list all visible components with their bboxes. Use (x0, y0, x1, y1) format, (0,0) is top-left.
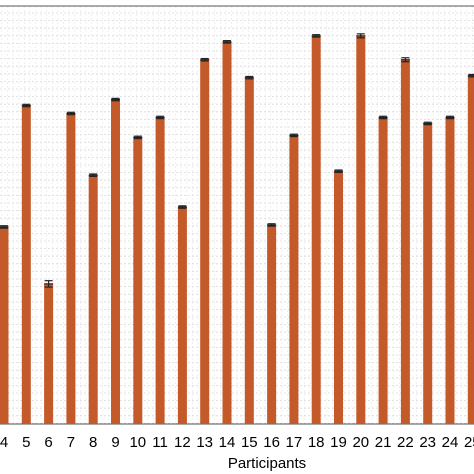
x-tick-label: 20 (352, 434, 369, 451)
x-tick-label: 21 (375, 434, 392, 451)
x-tick-label: 6 (44, 434, 52, 451)
error-bar-participant-10 (133, 135, 143, 140)
error-bar-participant-17 (289, 133, 299, 138)
error-bar-participant-19 (334, 169, 343, 174)
error-bar-participant-14 (222, 40, 232, 44)
bar-participant-7 (66, 113, 76, 424)
error-bar-participant-23 (423, 121, 433, 126)
plot-frame (0, 5, 474, 425)
x-tick-label: 15 (241, 434, 258, 451)
error-bar-participant-6 (44, 280, 54, 288)
error-bar-participant-24 (445, 115, 455, 120)
bar-participant-21 (378, 117, 388, 424)
x-tick-label: 5 (22, 434, 30, 451)
error-bar-participant-15 (244, 75, 254, 80)
bar-participant-12 (177, 207, 187, 424)
bar-participant-14 (222, 41, 232, 424)
x-tick-label: 11 (152, 434, 168, 451)
error-bar-participant-18 (311, 34, 321, 38)
error-bar-participant-22 (400, 57, 410, 63)
x-tick-label: 22 (397, 434, 414, 451)
bar-participant-5 (21, 105, 31, 425)
x-axis-title: Participants (228, 455, 306, 472)
error-bar-participant-25 (467, 73, 474, 78)
x-tick-label: 17 (286, 434, 303, 451)
bar-participant-25 (467, 75, 474, 425)
bar-participant-8 (88, 175, 98, 424)
x-tick-label: 18 (308, 434, 325, 451)
bars-group (0, 33, 474, 425)
error-bar-participant-9 (111, 97, 120, 102)
error-bar-participant-8 (88, 173, 98, 177)
error-bar-participant-20 (356, 33, 366, 39)
x-tick-label: 7 (67, 434, 75, 451)
x-tick-label: 24 (442, 434, 459, 451)
bar-participant-22 (400, 59, 410, 424)
error-bar-participant-13 (200, 57, 210, 62)
error-bar-participant-4 (0, 225, 9, 229)
bar-participant-11 (155, 117, 165, 424)
x-tick-label: 25 (464, 434, 474, 451)
bar-participant-17 (289, 135, 299, 424)
error-bar-participant-12 (177, 205, 187, 209)
x-tick-label: 4 (0, 434, 8, 451)
x-tick-label: 23 (419, 434, 436, 451)
x-tick-label: 9 (111, 434, 119, 451)
x-tick-label: 13 (196, 434, 213, 451)
x-tick-label: 19 (330, 434, 347, 451)
bar-participant-19 (334, 171, 343, 424)
x-tick-label: 12 (174, 434, 191, 451)
error-bar-participant-21 (378, 115, 388, 120)
bar-participant-16 (267, 224, 277, 424)
bar-participant-24 (445, 117, 455, 424)
bar-participant-4 (0, 226, 9, 424)
bar-participant-10 (133, 137, 143, 424)
x-tick-label: 14 (219, 434, 236, 451)
x-tick-label: 10 (129, 434, 146, 451)
bar-participant-9 (111, 99, 120, 425)
bar-participant-6 (44, 283, 54, 424)
bar-participant-23 (423, 123, 433, 424)
bar-participant-15 (244, 77, 254, 425)
x-tick-label: 16 (263, 434, 280, 451)
x-tick-label: 8 (89, 434, 97, 451)
error-bar-participant-7 (66, 111, 76, 116)
bar-participant-20 (356, 35, 366, 424)
error-bar-participant-5 (21, 103, 31, 108)
error-bar-participant-11 (155, 115, 165, 120)
error-bar-participant-16 (267, 223, 277, 227)
bar-participant-13 (200, 59, 210, 424)
bar-participant-18 (311, 35, 321, 424)
